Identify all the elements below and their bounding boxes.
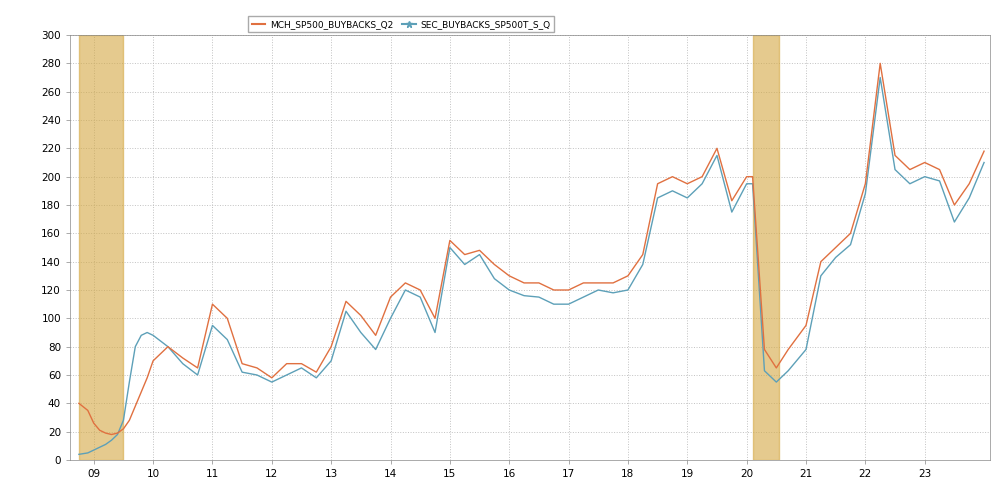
MCH_SP500_BUYBACKS_Q2 [845, 230, 857, 236]
SEC_BUYBACKS_SP500T_S_Q [978, 160, 990, 166]
SEC_BUYBACKS_SP500T_S_Q [830, 254, 842, 260]
MCH_SP500_BUYBACKS_Q2 [874, 60, 886, 66]
MCH_SP500_BUYBACKS_Q2 [73, 400, 85, 406]
SEC_BUYBACKS_SP500T_S_Q [206, 322, 218, 328]
MCH_SP500_BUYBACKS_Q2 [414, 287, 426, 293]
Legend: MCH_SP500_BUYBACKS_Q2, SEC_BUYBACKS_SP500T_S_Q: MCH_SP500_BUYBACKS_Q2, SEC_BUYBACKS_SP50… [248, 16, 554, 32]
MCH_SP500_BUYBACKS_Q2 [221, 316, 233, 322]
MCH_SP500_BUYBACKS_Q2 [978, 148, 990, 154]
SEC_BUYBACKS_SP500T_S_Q [815, 273, 827, 279]
Bar [753, 35, 779, 460]
SEC_BUYBACKS_SP500T_S_Q [874, 74, 886, 80]
MCH_SP500_BUYBACKS_Q2 [135, 389, 147, 395]
MCH_SP500_BUYBACKS_Q2 [106, 432, 118, 438]
Line: SEC_BUYBACKS_SP500T_S_Q: SEC_BUYBACKS_SP500T_S_Q [79, 78, 984, 454]
Line: MCH_SP500_BUYBACKS_Q2: MCH_SP500_BUYBACKS_Q2 [79, 64, 984, 434]
SEC_BUYBACKS_SP500T_S_Q [73, 452, 85, 458]
SEC_BUYBACKS_SP500T_S_Q [129, 344, 141, 349]
SEC_BUYBACKS_SP500T_S_Q [281, 372, 293, 378]
MCH_SP500_BUYBACKS_Q2 [295, 360, 307, 366]
SEC_BUYBACKS_SP500T_S_Q [533, 294, 545, 300]
MCH_SP500_BUYBACKS_Q2 [548, 287, 560, 293]
Bar [79, 35, 123, 460]
